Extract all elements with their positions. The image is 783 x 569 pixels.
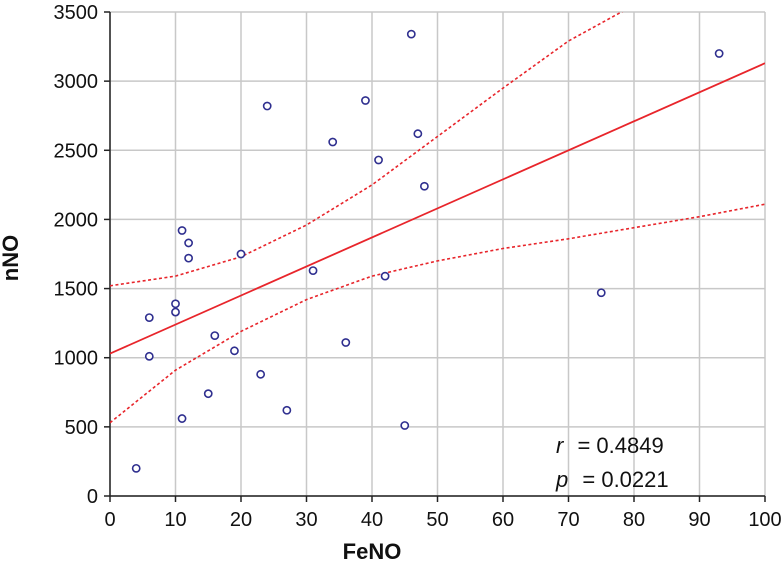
data-points: [131, 29, 724, 473]
x-tick-label: 20: [230, 509, 252, 531]
x-tick-label: 0: [104, 509, 115, 531]
y-tick-label: 0: [87, 486, 98, 508]
y-tick-label: 3000: [54, 71, 99, 93]
r-value: = 0.4849: [577, 433, 663, 458]
y-tick-label: 3500: [54, 2, 99, 24]
data-point: [374, 155, 383, 165]
y-tick-label: 1000: [54, 348, 99, 370]
data-point: [361, 96, 370, 105]
data-point: [282, 405, 292, 415]
x-tick-label: 60: [492, 509, 514, 531]
data-point: [210, 331, 220, 340]
data-point: [308, 266, 318, 275]
data-point: [380, 271, 390, 281]
data-point: [177, 226, 187, 235]
data-point: [230, 346, 239, 356]
y-axis-title: nNO: [0, 235, 23, 281]
x-tick-label: 70: [557, 509, 579, 531]
data-point: [256, 369, 266, 379]
data-point: [144, 313, 154, 323]
data-point: [406, 29, 416, 39]
data-point: [177, 414, 187, 423]
r-symbol: r: [556, 433, 565, 458]
data-point: [714, 49, 724, 58]
data-point: [262, 101, 272, 111]
data-point: [400, 421, 410, 430]
x-axis-title: FeNO: [343, 539, 402, 564]
x-tick-label: 40: [361, 509, 383, 531]
p-value: = 0.0221: [582, 467, 668, 492]
data-point: [184, 238, 193, 248]
data-point: [413, 129, 423, 139]
r-annotation: r = 0.4849: [556, 433, 664, 458]
y-tick-label: 500: [65, 417, 98, 439]
data-point: [203, 389, 213, 399]
x-tick-label: 90: [688, 509, 710, 531]
data-point: [236, 249, 246, 259]
data-point: [419, 181, 429, 191]
x-tick-label: 30: [295, 509, 317, 531]
x-tick-label: 10: [164, 509, 186, 531]
axes: [104, 11, 766, 502]
x-tick-label: 80: [623, 509, 645, 531]
confidence-bands: [110, 12, 765, 424]
x-tick-label: 100: [748, 509, 781, 531]
data-point: [171, 299, 180, 309]
ci-upper-band: [110, 12, 624, 287]
data-point: [596, 288, 606, 298]
data-point: [131, 463, 141, 473]
data-point: [184, 253, 193, 263]
p-annotation: p = 0.0221: [555, 467, 669, 492]
data-point: [341, 338, 351, 347]
data-point: [171, 307, 180, 317]
data-point: [144, 351, 154, 361]
x-tick-label: 50: [426, 509, 448, 531]
data-point: [328, 137, 338, 147]
fit-line-group: [110, 62, 765, 355]
p-symbol: p: [555, 467, 568, 492]
fit-line: [110, 62, 765, 355]
y-tick-label: 1500: [54, 279, 99, 301]
x-tick-labels: 0 10 20 30 40 50 60 70 80 90 100: [104, 509, 781, 531]
grid-lines: [109, 11, 766, 497]
y-tick-label: 2500: [54, 140, 99, 162]
ci-lower-band: [110, 203, 765, 424]
y-tick-label: 2000: [54, 209, 99, 231]
y-tick-labels: 0 500 1000 1500 2000 2500 3000 3500: [54, 2, 99, 508]
